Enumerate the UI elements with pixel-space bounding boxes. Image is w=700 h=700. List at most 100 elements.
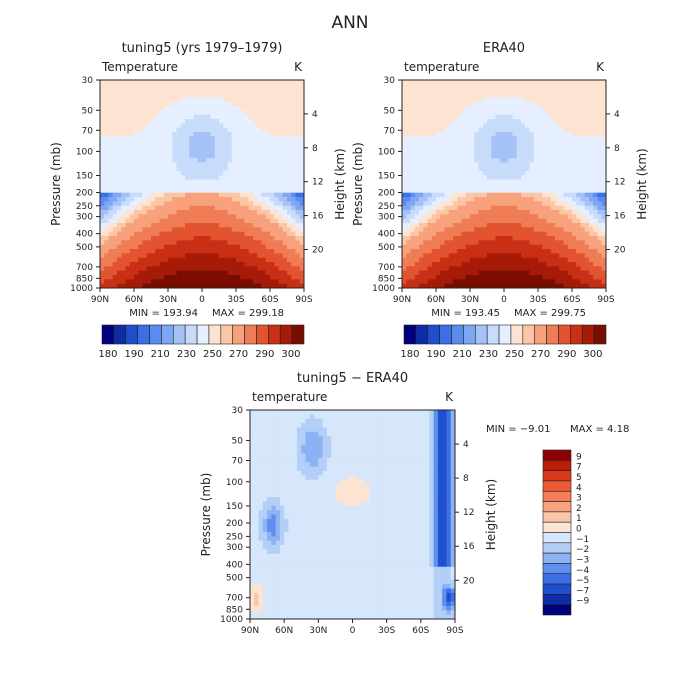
contour-cell [193, 257, 199, 263]
contour-cell [431, 227, 437, 233]
contour-cell [589, 192, 594, 198]
contour-cell [491, 270, 497, 276]
contour-cell [555, 153, 560, 159]
contour-cell [138, 275, 144, 280]
contour-cell [274, 236, 280, 241]
contour-cell [112, 227, 118, 233]
contour-cell [499, 253, 505, 259]
contour-cell [546, 145, 552, 150]
contour-cell [295, 240, 301, 246]
contour-cell [112, 197, 118, 202]
contour-cell [155, 110, 161, 116]
contour-cell [219, 262, 224, 267]
contour-cell [125, 132, 131, 137]
x-tick-label: 30N [461, 295, 479, 305]
contour-cell [121, 253, 127, 259]
contour-cell [250, 479, 255, 485]
contour-cell [125, 80, 131, 85]
contour-cell [282, 188, 288, 194]
contour-cell [274, 188, 280, 194]
contour-cell [231, 132, 237, 137]
contour-cell [155, 192, 161, 198]
contour-cell [538, 210, 543, 215]
contour-cell [121, 192, 127, 198]
contour-cell [262, 540, 268, 546]
contour-cell [146, 84, 152, 90]
contour-cell [508, 188, 514, 194]
contour-cell [525, 270, 531, 276]
contour-cell [525, 153, 531, 159]
contour-cell [444, 132, 450, 137]
contour-cell [138, 84, 144, 90]
contour-cell [278, 236, 284, 241]
contour-cell [125, 266, 131, 272]
contour-cell [244, 214, 250, 220]
contour-cell [227, 275, 233, 280]
contour-cell [533, 140, 539, 146]
contour-cell [525, 210, 531, 215]
contour-cell [197, 140, 203, 146]
contour-cell [487, 192, 492, 198]
contour-cell [470, 136, 475, 142]
contour-cell [597, 136, 603, 142]
height-tick-label: 4 [312, 110, 318, 120]
contour-cell [478, 214, 484, 220]
contour-cell [254, 588, 260, 594]
contour-cell [159, 218, 165, 224]
contour-cell [461, 80, 467, 85]
contour-cell [227, 279, 233, 285]
contour-cell [117, 240, 122, 246]
contour-cell [108, 205, 114, 211]
contour-cell [291, 140, 297, 146]
contour-cell [597, 227, 603, 233]
contour-cell [563, 106, 569, 111]
contour-cell [193, 262, 199, 267]
contour-cell [176, 201, 182, 207]
contour-cell [589, 101, 594, 107]
contour-cell [402, 283, 407, 288]
contour-cell [214, 93, 220, 98]
contour-cell [550, 88, 556, 94]
contour-cell [104, 244, 110, 250]
contour-cell [504, 249, 509, 254]
contour-cell [146, 262, 152, 267]
contour-cell [419, 240, 424, 246]
contour-cell [601, 84, 606, 90]
contour-cell [270, 171, 275, 176]
contour-cell [504, 236, 509, 241]
contour-cell [580, 80, 586, 85]
contour-cell [100, 179, 105, 185]
contour-cell [461, 210, 467, 215]
contour-cell [533, 201, 539, 207]
contour-cell [538, 136, 543, 142]
contour-cell [278, 184, 284, 189]
contour-cell [180, 162, 186, 168]
contour-cell [410, 275, 416, 280]
contour-cell [142, 175, 148, 181]
contour-cell [576, 140, 582, 146]
contour-cell [457, 136, 463, 142]
contour-cell [250, 488, 255, 494]
contour-cell [244, 188, 250, 194]
contour-cell [580, 93, 586, 98]
contour-cell [257, 140, 263, 146]
contour-cell [236, 158, 241, 163]
contour-cell [465, 236, 471, 241]
contour-cell [533, 132, 539, 137]
contour-cell [121, 197, 127, 202]
contour-cell [219, 279, 224, 285]
contour-cell [108, 171, 114, 176]
contour-cell [516, 210, 522, 215]
contour-cell [448, 153, 454, 159]
contour-cell [559, 149, 565, 155]
contour-cell [593, 249, 599, 254]
contour-cell [121, 171, 127, 176]
contour-cell [584, 80, 590, 85]
contour-cell [265, 179, 271, 185]
contour-cell [244, 275, 250, 280]
height-tick-label: 12 [614, 178, 625, 188]
contour-cell [163, 266, 169, 272]
contour-cell [142, 149, 148, 155]
contour-cell [129, 140, 135, 146]
contour-cell [265, 218, 271, 224]
